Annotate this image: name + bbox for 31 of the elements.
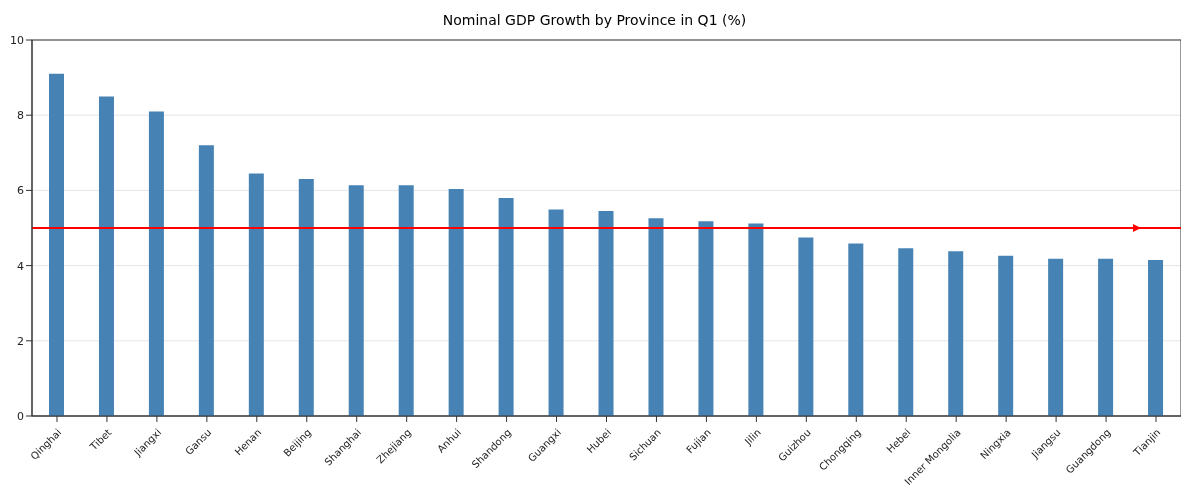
chart-title: Nominal GDP Growth by Province in Q1 (%)	[441, 11, 748, 30]
bar	[1098, 258, 1114, 416]
bar	[748, 223, 764, 416]
bar	[248, 173, 264, 416]
bar	[49, 73, 64, 416]
bar	[298, 179, 314, 416]
bar	[848, 243, 864, 416]
y-tick-label: 2	[17, 334, 24, 348]
bar	[648, 218, 664, 416]
bar	[948, 251, 964, 416]
y-tick-label: 4	[17, 259, 24, 273]
bar	[798, 237, 814, 416]
y-tick-label: 0	[17, 409, 24, 423]
bar	[1148, 259, 1164, 416]
bar	[198, 145, 214, 416]
bar	[998, 255, 1014, 416]
bar	[448, 188, 464, 416]
bar	[548, 209, 564, 416]
bar	[698, 221, 714, 416]
bar	[498, 197, 514, 416]
y-tick-label: 6	[17, 184, 24, 198]
bar	[398, 185, 414, 416]
bar	[1048, 258, 1064, 416]
bar	[348, 185, 364, 416]
bar	[98, 96, 114, 416]
y-tick-label: 10	[10, 33, 24, 47]
bar	[148, 111, 164, 416]
x-tick-label: Jilin	[741, 426, 763, 448]
bar	[898, 248, 914, 416]
y-tick-label: 8	[17, 109, 24, 123]
bar	[598, 211, 614, 416]
